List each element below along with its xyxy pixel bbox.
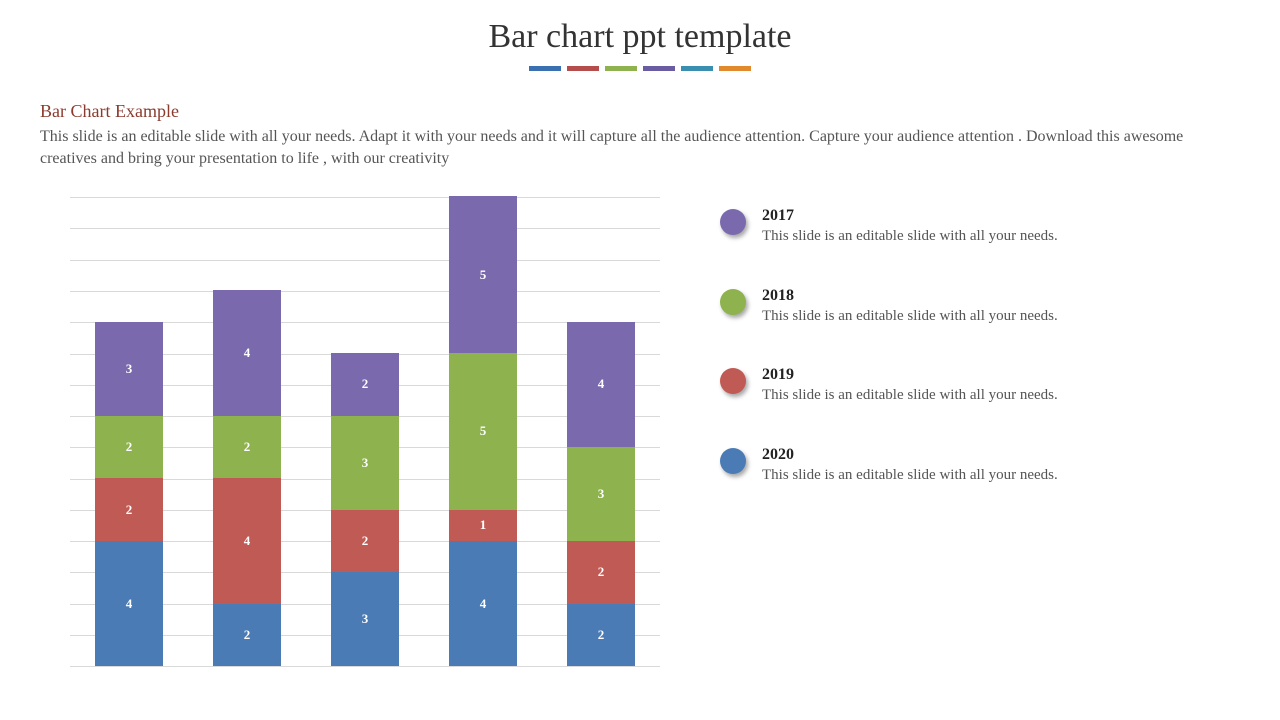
bar-segment-2020: 2 <box>213 604 281 667</box>
bar-segment-2020: 4 <box>449 541 517 666</box>
bar-segment-2019: 1 <box>449 510 517 541</box>
legend-item-2020: 2020 This slide is an editable slide with… <box>720 446 1240 486</box>
legend-dot-icon <box>720 289 746 315</box>
bar-segment-2017: 5 <box>449 196 517 353</box>
legend-note: This slide is an editable slide with all… <box>762 227 1058 247</box>
legend-text: 2017 This slide is an editable slide with… <box>762 207 1058 247</box>
title-dash <box>719 66 751 71</box>
bar-segment-2018: 3 <box>567 447 635 541</box>
legend-year: 2017 <box>762 207 1058 225</box>
bar-segment-2020: 2 <box>567 604 635 667</box>
legend-year: 2020 <box>762 446 1058 464</box>
legend-dot-icon <box>720 209 746 235</box>
bar-column: 4155 <box>449 196 517 666</box>
title-dash <box>567 66 599 71</box>
legend-text: 2018 This slide is an editable slide with… <box>762 287 1058 327</box>
legend-item-2017: 2017 This slide is an editable slide with… <box>720 207 1240 247</box>
bar-segment-2019: 2 <box>95 478 163 541</box>
bar-segment-2018: 2 <box>213 416 281 479</box>
bar-column: 3232 <box>331 353 399 666</box>
grid-line <box>70 666 660 667</box>
bar-segment-2019: 2 <box>567 541 635 604</box>
title-dash <box>529 66 561 71</box>
legend-text: 2020 This slide is an editable slide with… <box>762 446 1058 486</box>
legend-year: 2019 <box>762 366 1058 384</box>
bar-segment-2018: 3 <box>331 416 399 510</box>
bar-segment-2017: 4 <box>567 322 635 447</box>
legend-note: This slide is an editable slide with all… <box>762 307 1058 327</box>
bar-segment-2017: 2 <box>331 353 399 416</box>
legend-item-2019: 2019 This slide is an editable slide with… <box>720 366 1240 406</box>
legend-note: This slide is an editable slide with all… <box>762 466 1058 486</box>
bar-segment-2020: 3 <box>331 572 399 666</box>
bar-segment-2019: 4 <box>213 478 281 603</box>
bar-segment-2018: 2 <box>95 416 163 479</box>
title-dash <box>605 66 637 71</box>
bar-segment-2017: 3 <box>95 322 163 416</box>
bar-segment-2017: 4 <box>213 290 281 415</box>
legend-column: 2017 This slide is an editable slide with… <box>720 197 1240 667</box>
bar-segment-2018: 5 <box>449 353 517 510</box>
description-text: This slide is an editable slide with all… <box>0 126 1280 169</box>
content-row: 42232424323241552234 2017This slide is a… <box>0 169 1280 667</box>
title-dash <box>643 66 675 71</box>
bar-segment-2020: 4 <box>95 541 163 666</box>
legend-dot-icon <box>720 448 746 474</box>
bar-column: 2424 <box>213 290 281 666</box>
legend-item-2018: 2018 This slide is an editable slide with… <box>720 287 1240 327</box>
legend-note: This slide is an editable slide with all… <box>762 386 1058 406</box>
bar-column: 4223 <box>95 322 163 667</box>
title-dash <box>681 66 713 71</box>
legend-dot-icon <box>720 368 746 394</box>
page-title: Bar chart ppt template <box>0 0 1280 56</box>
stacked-bar-chart: 42232424323241552234 <box>40 197 660 667</box>
bar-column: 2234 <box>567 322 635 667</box>
subheading: Bar Chart Example <box>0 71 1280 126</box>
legend-text: 2019 This slide is an editable slide with… <box>762 366 1058 406</box>
bar-segment-2019: 2 <box>331 510 399 573</box>
chart-bars: 42232424323241552234 <box>70 197 660 666</box>
legend-year: 2018 <box>762 287 1058 305</box>
